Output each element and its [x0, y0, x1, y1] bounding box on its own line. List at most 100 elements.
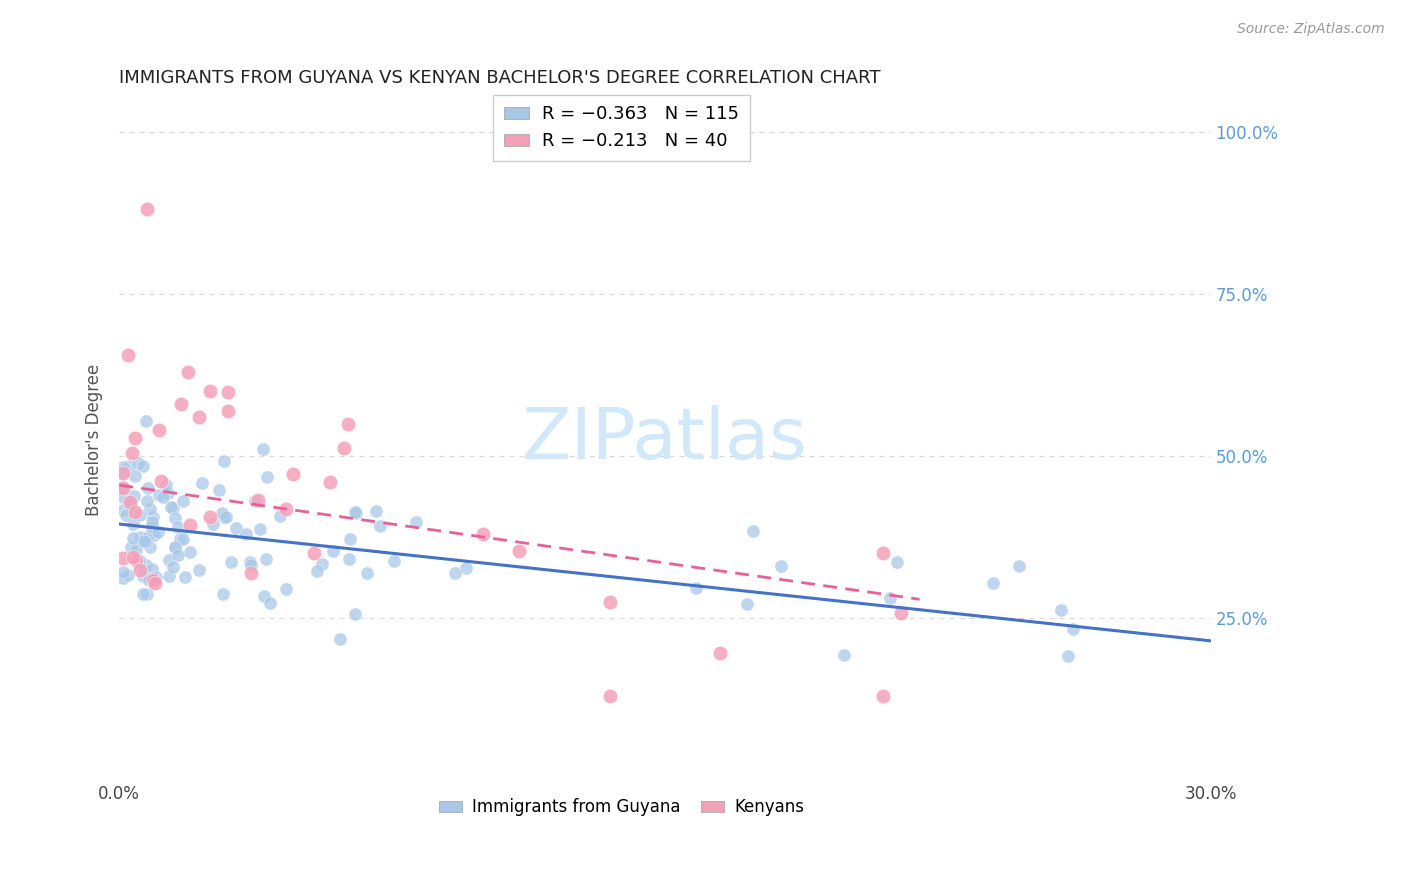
Point	[160, 500, 183, 515]
Point	[174, 570, 197, 584]
Point	[1008, 559, 1031, 574]
Point	[145, 576, 167, 591]
Point	[249, 522, 271, 536]
Point	[179, 517, 201, 532]
Point	[256, 470, 278, 484]
Point	[200, 384, 222, 398]
Point	[145, 570, 167, 584]
Point	[129, 530, 152, 544]
Point	[212, 509, 235, 524]
Point	[125, 542, 148, 557]
Point	[136, 493, 159, 508]
Point	[128, 553, 150, 567]
Point	[138, 529, 160, 543]
Point	[599, 595, 621, 609]
Point	[162, 559, 184, 574]
Point	[172, 494, 194, 508]
Point	[111, 480, 134, 494]
Point	[141, 520, 163, 534]
Point	[111, 565, 134, 579]
Point	[337, 417, 360, 431]
Point	[135, 587, 157, 601]
Point	[131, 568, 153, 582]
Point	[128, 508, 150, 522]
Point	[135, 414, 157, 428]
Point	[337, 552, 360, 566]
Point	[136, 482, 159, 496]
Point	[117, 568, 139, 582]
Point	[124, 468, 146, 483]
Point	[111, 571, 134, 585]
Point	[122, 489, 145, 503]
Point	[454, 561, 477, 575]
Point	[356, 566, 378, 581]
Point	[170, 397, 193, 411]
Point	[239, 566, 262, 581]
Point	[343, 505, 366, 519]
Point	[685, 582, 707, 596]
Point	[599, 689, 621, 703]
Point	[128, 556, 150, 570]
Point	[344, 507, 367, 521]
Point	[124, 431, 146, 445]
Point	[172, 532, 194, 546]
Point	[177, 365, 200, 379]
Point	[127, 456, 149, 470]
Point	[343, 607, 366, 621]
Point	[832, 648, 855, 662]
Point	[239, 558, 262, 572]
Point	[122, 549, 145, 564]
Point	[243, 493, 266, 508]
Point	[769, 559, 792, 574]
Point	[259, 595, 281, 609]
Point	[118, 500, 141, 514]
Point	[254, 551, 277, 566]
Point	[366, 504, 388, 518]
Point	[148, 423, 170, 437]
Point	[155, 478, 177, 492]
Point	[138, 501, 160, 516]
Point	[276, 502, 298, 516]
Point	[1050, 603, 1073, 617]
Point	[472, 526, 495, 541]
Point	[111, 491, 134, 505]
Point	[141, 516, 163, 530]
Point	[235, 526, 257, 541]
Point	[122, 517, 145, 532]
Point	[138, 541, 160, 555]
Point	[112, 460, 135, 475]
Point	[211, 507, 233, 521]
Point	[211, 587, 233, 601]
Point	[142, 510, 165, 524]
Point	[879, 591, 901, 605]
Point	[311, 557, 333, 571]
Point	[890, 606, 912, 620]
Point	[405, 515, 427, 529]
Point	[163, 511, 186, 525]
Point	[149, 475, 172, 489]
Point	[302, 546, 325, 560]
Point	[1062, 623, 1084, 637]
Point	[157, 569, 180, 583]
Point	[166, 520, 188, 534]
Point	[981, 576, 1004, 591]
Point	[201, 516, 224, 531]
Point	[239, 555, 262, 569]
Point	[198, 509, 221, 524]
Point	[208, 483, 231, 498]
Point	[122, 531, 145, 545]
Point	[219, 555, 242, 569]
Text: IMMIGRANTS FROM GUYANA VS KENYAN BACHELOR'S DEGREE CORRELATION CHART: IMMIGRANTS FROM GUYANA VS KENYAN BACHELO…	[120, 69, 880, 87]
Point	[167, 548, 190, 562]
Point	[741, 524, 763, 538]
Point	[163, 540, 186, 554]
Point	[138, 573, 160, 587]
Point	[132, 587, 155, 601]
Point	[135, 535, 157, 549]
Point	[120, 497, 142, 511]
Point	[253, 590, 276, 604]
Point	[125, 552, 148, 566]
Point	[217, 403, 239, 417]
Point	[157, 552, 180, 566]
Point	[120, 541, 142, 555]
